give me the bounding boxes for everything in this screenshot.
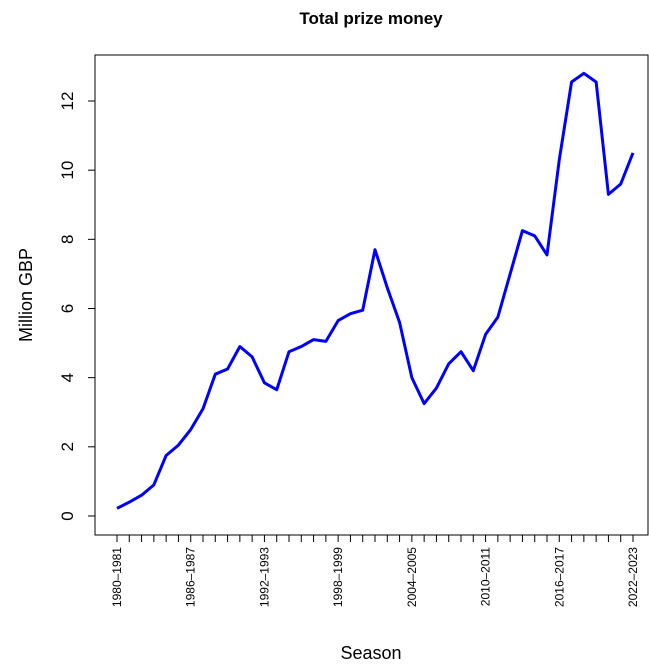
chart-title: Total prize money	[299, 9, 443, 28]
x-tick-label: 2004–2005	[405, 547, 419, 607]
x-tick-label: 1986–1987	[184, 547, 198, 607]
data-line	[116, 71, 635, 510]
x-tick-label: 2010–2011	[479, 547, 493, 607]
x-tick-label: 1992–1993	[257, 547, 271, 607]
y-axis-label: Million GBP	[16, 248, 36, 342]
y-tick-label: 12	[58, 92, 77, 111]
y-tick-label: 2	[58, 442, 77, 451]
y-tick-label: 4	[58, 373, 77, 382]
plot-frame	[94, 54, 649, 536]
y-tick-label: 10	[58, 161, 77, 180]
x-axis-label: Season	[340, 643, 401, 663]
x-tick-label: 2016–2017	[552, 547, 566, 607]
x-tick-label: 2022–2023	[626, 547, 640, 607]
y-tick-label: 6	[58, 304, 77, 313]
y-tick-label: 0	[58, 511, 77, 520]
x-tick-label: 1998–1999	[331, 547, 345, 607]
y-tick-label: 8	[58, 235, 77, 244]
x-tick-label: 1980–1981	[110, 547, 124, 607]
